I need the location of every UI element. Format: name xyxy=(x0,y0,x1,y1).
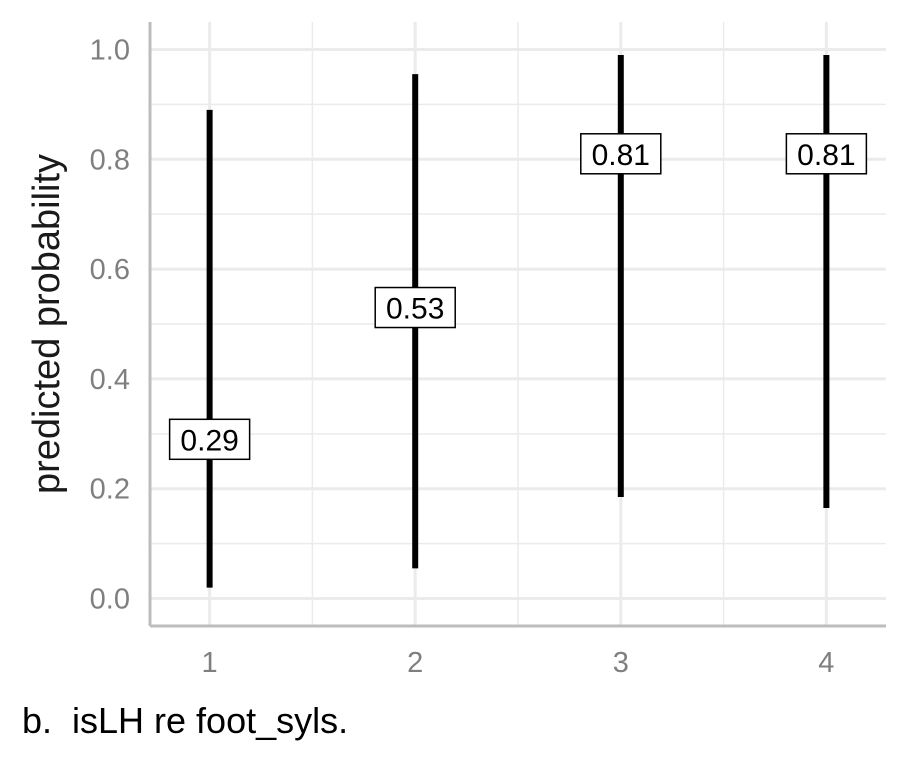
axes xyxy=(148,22,886,628)
x-tick-label: 1 xyxy=(202,647,218,679)
data-label: 0.81 xyxy=(592,139,650,172)
data-label: 0.53 xyxy=(386,293,444,326)
x-tick-labels: 1 2 3 4 xyxy=(202,647,835,679)
y-tick-label: 0.0 xyxy=(90,584,130,616)
minor-gridlines xyxy=(150,22,886,626)
figure-caption: b. isLH re foot_syls. xyxy=(22,700,349,741)
y-tick-labels: 0.0 0.2 0.4 0.6 0.8 1.0 xyxy=(90,34,130,615)
x-tick-label: 3 xyxy=(613,647,629,679)
y-tick-label: 1.0 xyxy=(90,34,130,66)
y-tick-label: 0.4 xyxy=(90,364,130,396)
x-tick-label: 4 xyxy=(818,647,834,679)
y-tick-label: 0.8 xyxy=(90,144,130,176)
data-label-box xyxy=(785,133,868,175)
x-tick-label: 2 xyxy=(407,647,423,679)
data-label: 0.81 xyxy=(797,139,855,172)
y-axis-title: predicted probability xyxy=(26,154,68,494)
data-label-box xyxy=(374,286,456,329)
y-tick-label: 0.2 xyxy=(90,474,130,506)
data-label-box xyxy=(168,418,251,461)
data-label: 0.29 xyxy=(180,424,238,457)
y-tick-label: 0.6 xyxy=(90,254,130,286)
data-label-box xyxy=(580,133,662,175)
data-labels: 0.29 0.53 0.81 0.81 xyxy=(168,133,868,461)
